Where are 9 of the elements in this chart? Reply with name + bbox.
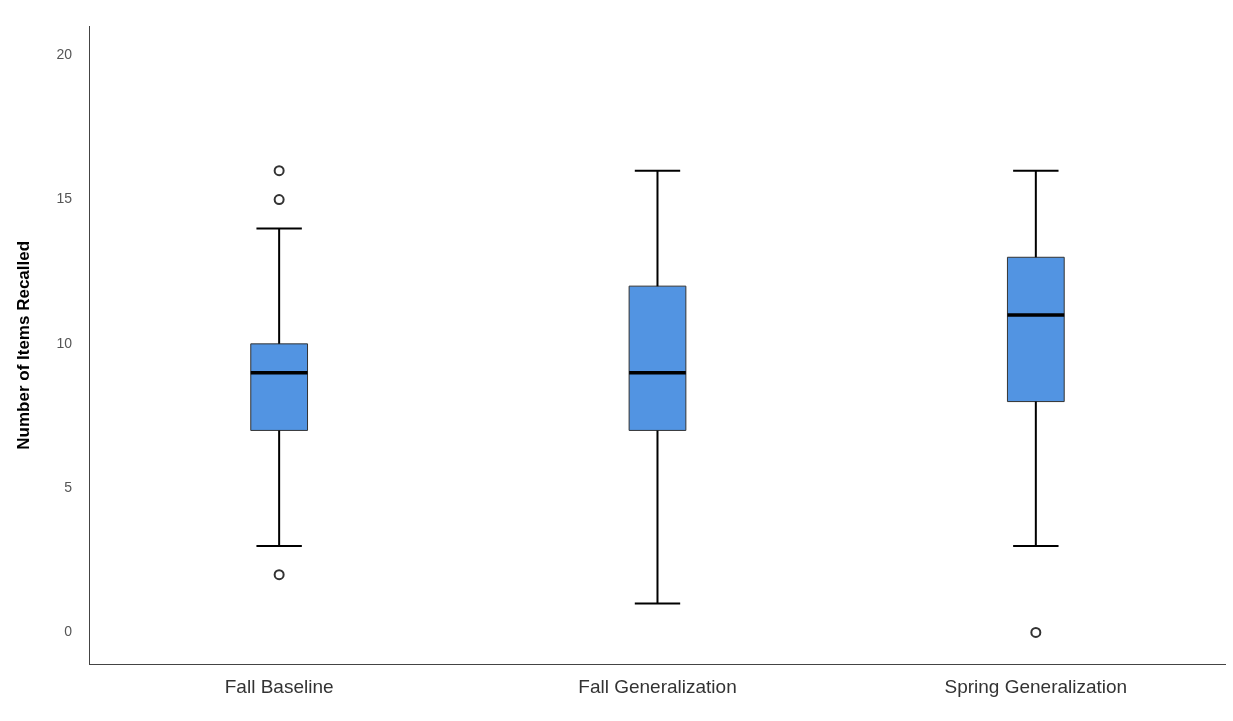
y-tick-label: 5 xyxy=(64,479,73,496)
y-tick-label: 0 xyxy=(64,623,73,640)
y-tick-label: 10 xyxy=(56,334,73,351)
y-tick-label: 15 xyxy=(56,190,73,207)
x-tick-label: Spring Generalization xyxy=(944,675,1128,697)
y-axis-title: Number of Items Recalled xyxy=(13,240,33,450)
x-tick-label: Fall Generalization xyxy=(578,675,737,697)
y-tick-label: 20 xyxy=(56,46,73,63)
x-tick-label: Fall Baseline xyxy=(224,675,334,697)
